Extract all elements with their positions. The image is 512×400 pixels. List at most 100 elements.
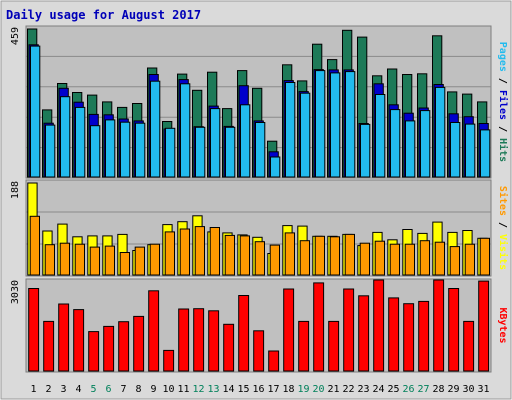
- bar-kbytes: [253, 330, 265, 372]
- bar-kbytes: [298, 320, 310, 372]
- bar-kbytes: [358, 295, 370, 372]
- x-tick-label: 24: [372, 384, 384, 395]
- bar-pages: [135, 122, 146, 178]
- bar-pages: [45, 124, 56, 178]
- bar-kbytes: [178, 308, 190, 372]
- bar-pages: [285, 82, 296, 178]
- x-tick-label: 26: [402, 384, 414, 395]
- legend-entry-files: Files: [497, 90, 509, 120]
- bar-sites: [344, 233, 356, 276]
- panel-sites-visits: 188 Sites / Visits: [10, 179, 509, 277]
- bar-pages: [300, 92, 311, 178]
- bar-pages: [210, 108, 221, 178]
- bar-kbytes: [148, 290, 160, 372]
- bar-pages: [255, 122, 266, 178]
- bar-sites: [434, 241, 446, 276]
- bar-sites: [464, 243, 476, 276]
- bar-pages: [375, 94, 386, 178]
- x-tick-label: 15: [237, 384, 249, 395]
- x-tick-label: 28: [432, 384, 444, 395]
- bar-kbytes: [163, 349, 175, 372]
- bar-kbytes: [118, 321, 130, 372]
- bar-pages: [60, 96, 71, 178]
- legend-entry-visits: Visits: [497, 234, 509, 270]
- x-tick-label: 6: [105, 384, 111, 395]
- bar-kbytes: [433, 279, 445, 372]
- bar-kbytes: [238, 295, 250, 372]
- bar-sites: [359, 242, 371, 276]
- bar-kbytes: [223, 323, 235, 372]
- panel-kbytes: 3030 KBytes: [10, 278, 508, 373]
- bar-kbytes: [343, 288, 355, 372]
- bar-pages: [105, 119, 116, 178]
- bar-sites: [194, 226, 205, 276]
- x-tick-label: 10: [162, 384, 174, 395]
- x-tick-label: 12: [192, 384, 204, 395]
- bar-pages: [420, 110, 431, 178]
- bar-sites: [374, 240, 386, 276]
- bar-kbytes: [28, 288, 40, 372]
- x-tick-label: 9: [150, 384, 156, 395]
- x-tick-label: 11: [177, 384, 189, 395]
- bar-pages: [180, 83, 191, 178]
- bar-pages: [450, 122, 461, 178]
- bar-sites: [59, 242, 71, 276]
- x-tick-label: 17: [267, 384, 279, 395]
- bar-pages: [405, 120, 416, 178]
- bar-pages: [150, 80, 161, 178]
- side-legend-sites-visits: Sites / Visits: [497, 186, 509, 270]
- x-tick-label: 1: [30, 384, 36, 395]
- bar-pages: [465, 123, 476, 178]
- bar-sites: [299, 240, 311, 276]
- legend-entry-hits: Hits: [497, 138, 509, 162]
- x-tick-label: 16: [252, 384, 264, 395]
- legend-separator: /: [497, 216, 508, 234]
- bar-pages: [360, 123, 371, 178]
- bar-sites: [269, 244, 281, 276]
- bar-kbytes: [463, 320, 475, 372]
- bar-sites: [404, 243, 416, 276]
- bar-kbytes: [193, 308, 205, 372]
- bar-pages: [75, 106, 86, 178]
- bar-kbytes: [478, 280, 490, 372]
- y-max-label-sites-visits: 188: [10, 181, 21, 199]
- bar-sites: [314, 235, 326, 276]
- bar-pages: [90, 125, 101, 178]
- x-axis-day-labels: 1 2 3 4 5 6 7 8 9 10 11 12 13 14 15 16 17 18 19 20 21 22 23 24 2…: [30, 384, 489, 395]
- x-tick-label: 22: [342, 384, 354, 395]
- bar-sites: [29, 215, 41, 276]
- bar-kbytes: [43, 320, 55, 372]
- bar-pages: [30, 45, 41, 178]
- bar-sites: [104, 245, 115, 276]
- bar-sites: [224, 234, 235, 276]
- bar-kbytes: [103, 325, 115, 372]
- bar-pages: [315, 70, 326, 178]
- bar-sites: [419, 240, 431, 276]
- bar-pages: [390, 109, 401, 178]
- bar-kbytes: [388, 297, 400, 372]
- bar-kbytes: [403, 303, 415, 372]
- x-tick-label: 18: [282, 384, 294, 395]
- bar-kbytes: [328, 320, 340, 372]
- x-tick-label: 23: [357, 384, 369, 395]
- x-tick-label: 29: [447, 384, 459, 395]
- x-tick-label: 2: [45, 384, 51, 395]
- y-max-label-kbytes: 3030: [10, 280, 21, 304]
- bar-pages: [240, 104, 251, 178]
- x-tick-label: 25: [387, 384, 399, 395]
- bar-kbytes: [268, 350, 280, 372]
- bar-sites: [479, 237, 491, 276]
- bar-pages: [345, 71, 356, 178]
- bar-kbytes: [418, 300, 430, 372]
- bar-sites: [149, 243, 160, 276]
- x-tick-label: 14: [222, 384, 234, 395]
- bar-pages: [225, 126, 236, 178]
- chart-panels: 459 Pages / Files / Hits 188 Sites / Visits…: [10, 25, 509, 373]
- x-tick-label: 5: [90, 384, 96, 395]
- x-tick-label: 4: [75, 384, 81, 395]
- x-tick-label: 7: [120, 384, 126, 395]
- bar-kbytes: [373, 279, 385, 372]
- panel-pages-files-hits: 459 Pages / Files / Hits: [10, 25, 509, 179]
- bar-pages: [120, 121, 131, 178]
